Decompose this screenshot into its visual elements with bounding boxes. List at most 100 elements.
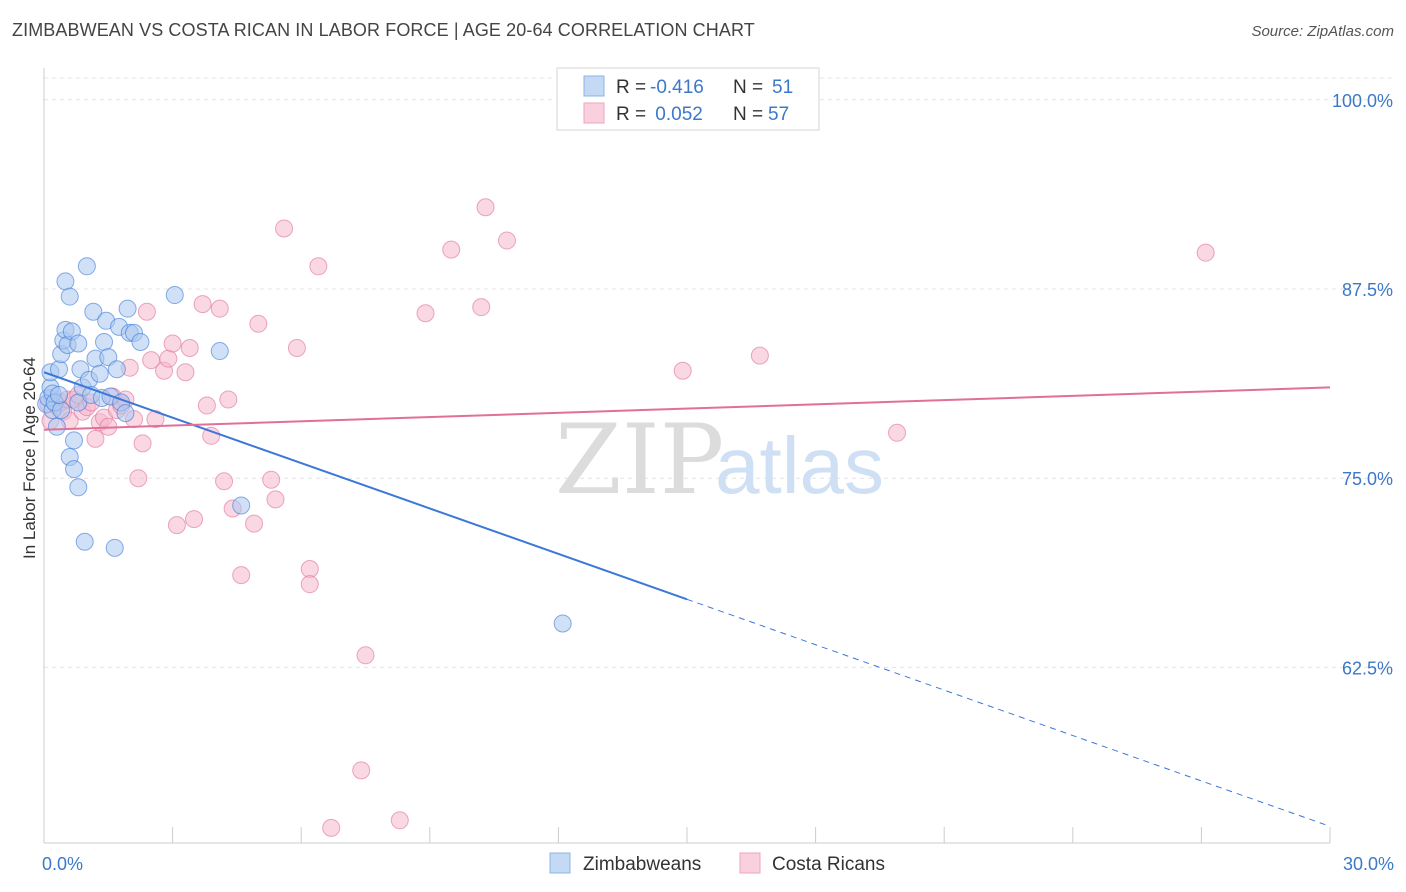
data-point <box>131 332 150 351</box>
series-legend: Zimbabweans Costa Ricans <box>549 852 885 875</box>
trend-line-zimbabweans-extrapolated <box>686 598 1331 827</box>
data-point <box>215 472 234 491</box>
data-point <box>750 346 769 365</box>
data-point <box>1196 243 1215 262</box>
data-point <box>210 342 229 361</box>
data-point <box>553 614 572 633</box>
data-point <box>266 490 285 509</box>
y-tick-labels: 100.0% 87.5% 75.0% 62.5% <box>1332 91 1393 679</box>
data-point <box>262 470 281 489</box>
watermark: ZIP atlas <box>555 404 884 516</box>
x-tick-label: 30.0% <box>1343 854 1394 874</box>
data-point <box>90 364 109 383</box>
data-point <box>69 478 88 497</box>
legend-n-value-costa-ricans: 57 <box>768 104 789 125</box>
y-tick-label: 75.0% <box>1342 469 1393 489</box>
legend-swatch-costa-ricans <box>583 102 605 124</box>
data-point <box>56 272 75 291</box>
data-point <box>159 349 178 368</box>
trend-line-zimbabweans <box>43 371 688 601</box>
data-point <box>163 334 182 353</box>
series-zimbabweans <box>37 257 572 633</box>
data-point <box>105 538 124 557</box>
data-point <box>275 219 294 238</box>
data-point <box>497 231 516 250</box>
data-point <box>75 532 94 551</box>
correlation-legend: R = -0.416 N = 51 R = 0.052 N = 57 <box>556 67 820 131</box>
data-point <box>193 295 212 314</box>
data-point <box>472 298 491 317</box>
legend-r-label-costa-ricans: R = <box>616 104 646 125</box>
x-tick-labels: 0.0% 30.0% <box>42 854 1394 874</box>
bottom-legend-label-zimbabweans: Zimbabweans <box>583 854 701 875</box>
bottom-legend-label-costa-ricans: Costa Ricans <box>772 854 885 875</box>
x-tick-label: 0.0% <box>42 854 83 874</box>
y-tick-label: 100.0% <box>1332 91 1393 111</box>
data-point <box>390 811 409 830</box>
data-point <box>129 469 148 488</box>
trend-lines <box>43 371 1331 827</box>
y-tick-label: 62.5% <box>1342 658 1393 678</box>
data-point <box>65 431 84 450</box>
legend-n-value-zimbabweans: 51 <box>772 77 793 98</box>
watermark-zip: ZIP <box>555 404 724 516</box>
bottom-legend-swatch-costa-ricans <box>739 852 761 874</box>
data-point <box>416 304 435 323</box>
data-point <box>249 314 268 333</box>
x-ticks <box>43 827 1331 843</box>
source-credit: Source: ZipAtlas.com <box>1251 23 1394 40</box>
data-point <box>232 566 251 585</box>
data-point <box>352 761 371 780</box>
data-point <box>69 334 88 353</box>
trend-line-costa-ricans <box>43 386 1331 431</box>
data-point <box>232 496 251 515</box>
data-point <box>322 818 341 837</box>
legend-swatch-zimbabweans <box>583 75 605 97</box>
legend-n-label-zimbabweans: N = <box>733 77 763 98</box>
data-point <box>185 510 204 529</box>
data-point <box>52 401 71 420</box>
data-point <box>202 426 221 445</box>
data-point <box>60 287 79 306</box>
data-point <box>95 332 114 351</box>
data-point <box>137 302 156 321</box>
data-point <box>167 516 186 535</box>
y-tick-label: 87.5% <box>1342 280 1393 300</box>
data-point <box>888 423 907 442</box>
watermark-atlas: atlas <box>715 421 884 510</box>
data-point <box>210 299 229 318</box>
data-point <box>176 363 195 382</box>
data-point <box>50 385 69 404</box>
data-point <box>84 302 103 321</box>
data-point <box>180 339 199 358</box>
chart-title: ZIMBABWEAN VS COSTA RICAN IN LABOR FORCE… <box>12 20 755 40</box>
data-point <box>300 560 319 579</box>
series-costa-ricans <box>39 198 1215 837</box>
data-point <box>118 299 137 318</box>
legend-r-value-costa-ricans: 0.052 <box>650 104 703 125</box>
data-point <box>165 286 184 305</box>
data-point <box>476 198 495 217</box>
data-point <box>65 460 84 479</box>
data-point <box>77 257 96 276</box>
y-axis-title: In Labor Force | Age 20-64 <box>20 357 39 559</box>
data-point <box>673 361 692 380</box>
data-point <box>107 360 126 379</box>
data-point <box>245 514 264 533</box>
data-point <box>86 429 105 448</box>
bottom-legend-swatch-zimbabweans <box>549 852 571 874</box>
data-point <box>47 417 66 436</box>
data-point <box>219 390 238 409</box>
data-point <box>356 646 375 665</box>
legend-n-label-costa-ricans: N = <box>733 104 763 125</box>
data-point <box>287 339 306 358</box>
data-point <box>309 257 328 276</box>
data-point <box>197 396 216 415</box>
data-point <box>300 575 319 594</box>
legend-r-label-zimbabweans: R = <box>616 77 646 98</box>
data-point <box>442 240 461 259</box>
data-point <box>133 434 152 453</box>
legend-r-value-zimbabweans: -0.416 <box>650 77 704 98</box>
data-point <box>116 404 135 423</box>
